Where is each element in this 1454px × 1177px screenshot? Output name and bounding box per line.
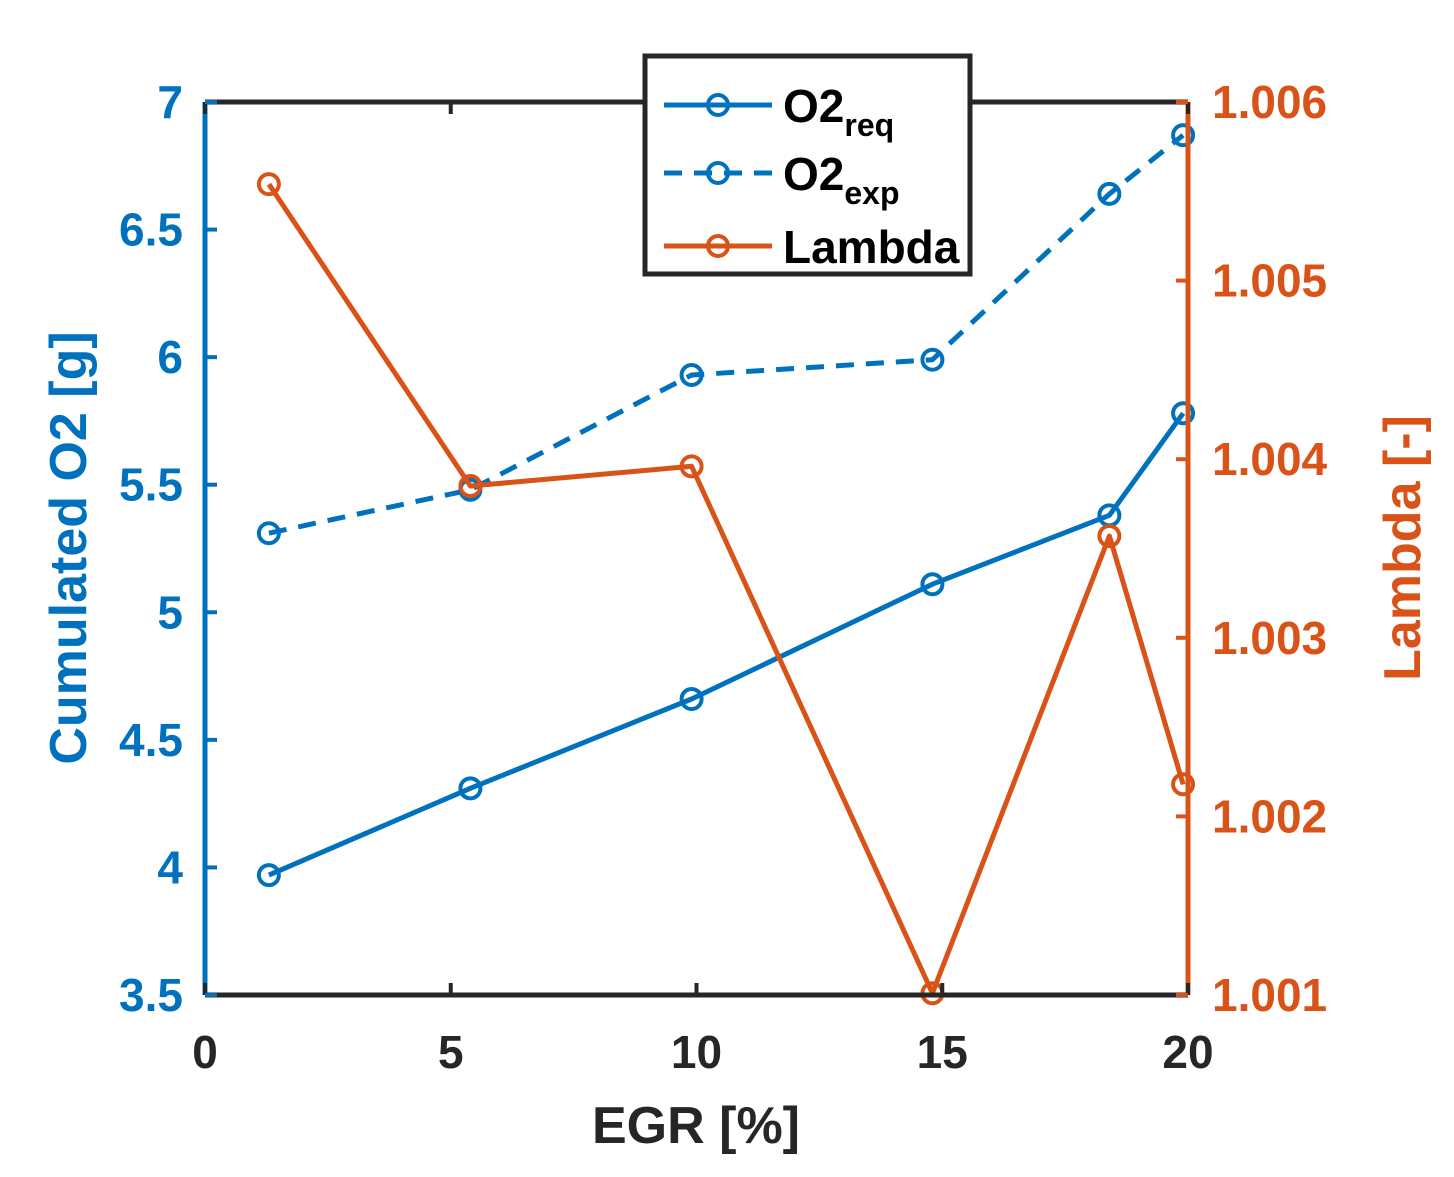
legend-label-subscript: req (844, 107, 894, 143)
y-left-tick-label: 3.5 (119, 969, 183, 1021)
y-left-tick-label: 6 (157, 331, 183, 383)
y-right-tick-label: 1.006 (1212, 76, 1327, 128)
data-point (256, 172, 281, 197)
y-right-tick-label: 1.004 (1212, 433, 1328, 485)
x-tick-label: 0 (192, 1026, 218, 1078)
data-point (679, 687, 704, 712)
legend-label: O2req (783, 80, 894, 143)
y-right-tick-label: 1.002 (1212, 790, 1327, 842)
y-left-tick-label: 4 (157, 841, 183, 893)
y-axis-left-label: Cumulated O2 [g] (40, 331, 98, 764)
series-line-o2-req (267, 411, 1186, 878)
series-layer (256, 123, 1196, 1006)
y-left-tick-label: 5.5 (119, 459, 183, 511)
y-right-tick-label: 1.001 (1212, 969, 1327, 1021)
data-point (256, 863, 281, 888)
legend-box (642, 53, 973, 277)
data-point (679, 454, 704, 479)
legend-swatch-marker (706, 161, 730, 185)
data-point (920, 572, 945, 597)
data-point (679, 363, 704, 388)
x-tick-label: 10 (671, 1026, 722, 1078)
series-line-o2-exp (268, 133, 1185, 536)
data-point (1171, 123, 1196, 148)
x-tick-label: 5 (438, 1026, 464, 1078)
axes-layer: 0 5 10 15 20 3.5 4 4.5 5 5.5 6 6.5 7 1.001 1.002 1.003 1… (119, 76, 1327, 1078)
y-left-tick-label: 5 (157, 586, 183, 638)
data-point (920, 347, 945, 372)
data-point (1097, 523, 1122, 548)
x-tick-label: 20 (1162, 1026, 1213, 1078)
legend-label-subscript: exp (844, 175, 899, 211)
y-right-tick-label: 1.005 (1212, 255, 1327, 307)
y-left-tick-label: 7 (157, 76, 183, 128)
data-point (256, 521, 281, 546)
series-line-lambda (266, 182, 1186, 996)
y-axis-right-label: Lambda [-] (1374, 415, 1432, 681)
y-left-tick-label: 4.5 (119, 714, 183, 766)
legend-label-main: Lambda (783, 221, 960, 273)
legend-label-main: O2 (783, 148, 844, 200)
data-point (458, 776, 483, 801)
data-point (458, 473, 483, 498)
data-point (1171, 401, 1196, 426)
data-point (1097, 181, 1122, 206)
x-axis-label: EGR [%] (592, 1097, 800, 1155)
legend-label: Lambda (783, 221, 960, 273)
y-right-tick-label: 1.003 (1212, 612, 1327, 664)
y-left-tick-label: 6.5 (119, 204, 183, 256)
legend-label-main: O2 (783, 80, 844, 132)
legend-swatch-marker (706, 234, 730, 258)
legend-label: O2exp (783, 148, 900, 211)
x-tick-label: 15 (917, 1026, 968, 1078)
legend-swatch-marker (706, 93, 730, 117)
data-point (1171, 772, 1196, 797)
